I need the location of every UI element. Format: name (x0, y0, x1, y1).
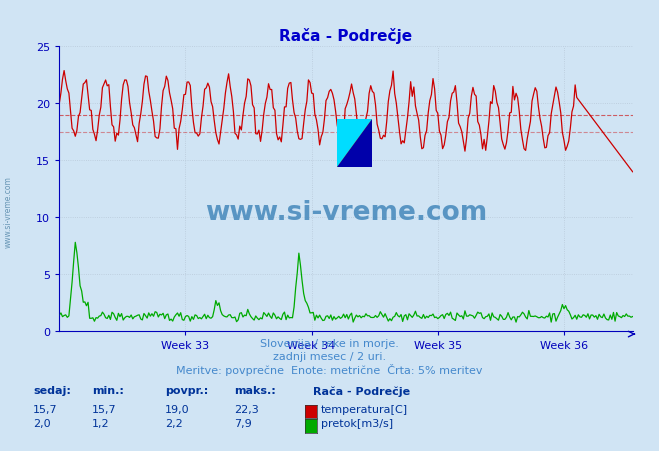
Text: temperatura[C]: temperatura[C] (321, 404, 408, 414)
Text: sedaj:: sedaj: (33, 386, 71, 396)
Text: 2,0: 2,0 (33, 419, 51, 428)
Text: www.si-vreme.com: www.si-vreme.com (205, 199, 487, 225)
Text: Rača - Podrečje: Rača - Podrečje (313, 386, 410, 396)
Text: 2,2: 2,2 (165, 419, 183, 428)
Polygon shape (337, 120, 372, 168)
Bar (337, 120, 372, 168)
Text: 15,7: 15,7 (92, 404, 117, 414)
Text: 22,3: 22,3 (234, 404, 259, 414)
Text: maks.:: maks.: (234, 386, 275, 396)
Text: 19,0: 19,0 (165, 404, 189, 414)
Polygon shape (337, 120, 372, 168)
Text: min.:: min.: (92, 386, 124, 396)
Text: 15,7: 15,7 (33, 404, 57, 414)
Text: pretok[m3/s]: pretok[m3/s] (321, 419, 393, 428)
Text: Meritve: povprečne  Enote: metrične  Črta: 5% meritev: Meritve: povprečne Enote: metrične Črta:… (176, 364, 483, 376)
Text: 7,9: 7,9 (234, 419, 252, 428)
Text: povpr.:: povpr.: (165, 386, 208, 396)
Text: zadnji mesec / 2 uri.: zadnji mesec / 2 uri. (273, 351, 386, 361)
Text: www.si-vreme.com: www.si-vreme.com (3, 176, 13, 248)
Text: Slovenija / reke in morje.: Slovenija / reke in morje. (260, 338, 399, 348)
Text: 1,2: 1,2 (92, 419, 110, 428)
Title: Rača - Podrečje: Rača - Podrečje (279, 28, 413, 43)
